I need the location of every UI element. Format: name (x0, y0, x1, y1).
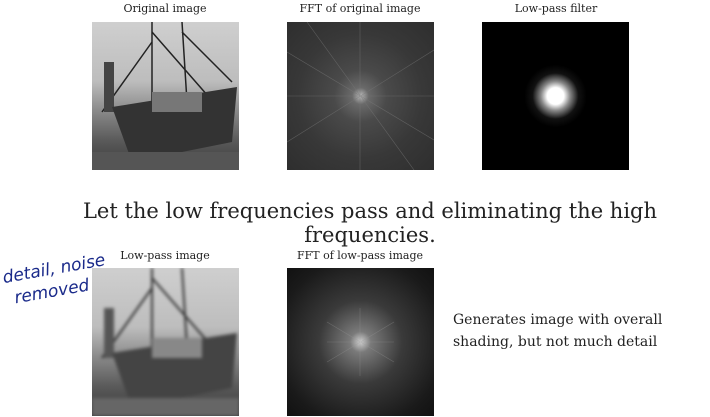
headline: Let the low frequencies pass and elimina… (82, 199, 658, 247)
fft-original-image (287, 22, 434, 170)
note-line-1: Generates image with overall (453, 312, 663, 328)
fft-original-caption: FFT of original image (299, 2, 421, 15)
note-line-2: shading, but not much detail (453, 334, 658, 350)
low-pass-image-caption: Low-pass image (120, 249, 210, 262)
original-image-caption: Original image (123, 2, 207, 15)
original-boat-image (92, 22, 239, 170)
low-pass-filter-image (482, 22, 629, 170)
fft-low-pass-caption: FFT of low-pass image (296, 249, 423, 262)
low-pass-filter-caption: Low-pass filter (514, 2, 598, 15)
low-pass-boat-image (92, 268, 239, 416)
note: Generates image with overall shading, bu… (453, 309, 662, 353)
fft-low-pass-image (287, 268, 434, 416)
